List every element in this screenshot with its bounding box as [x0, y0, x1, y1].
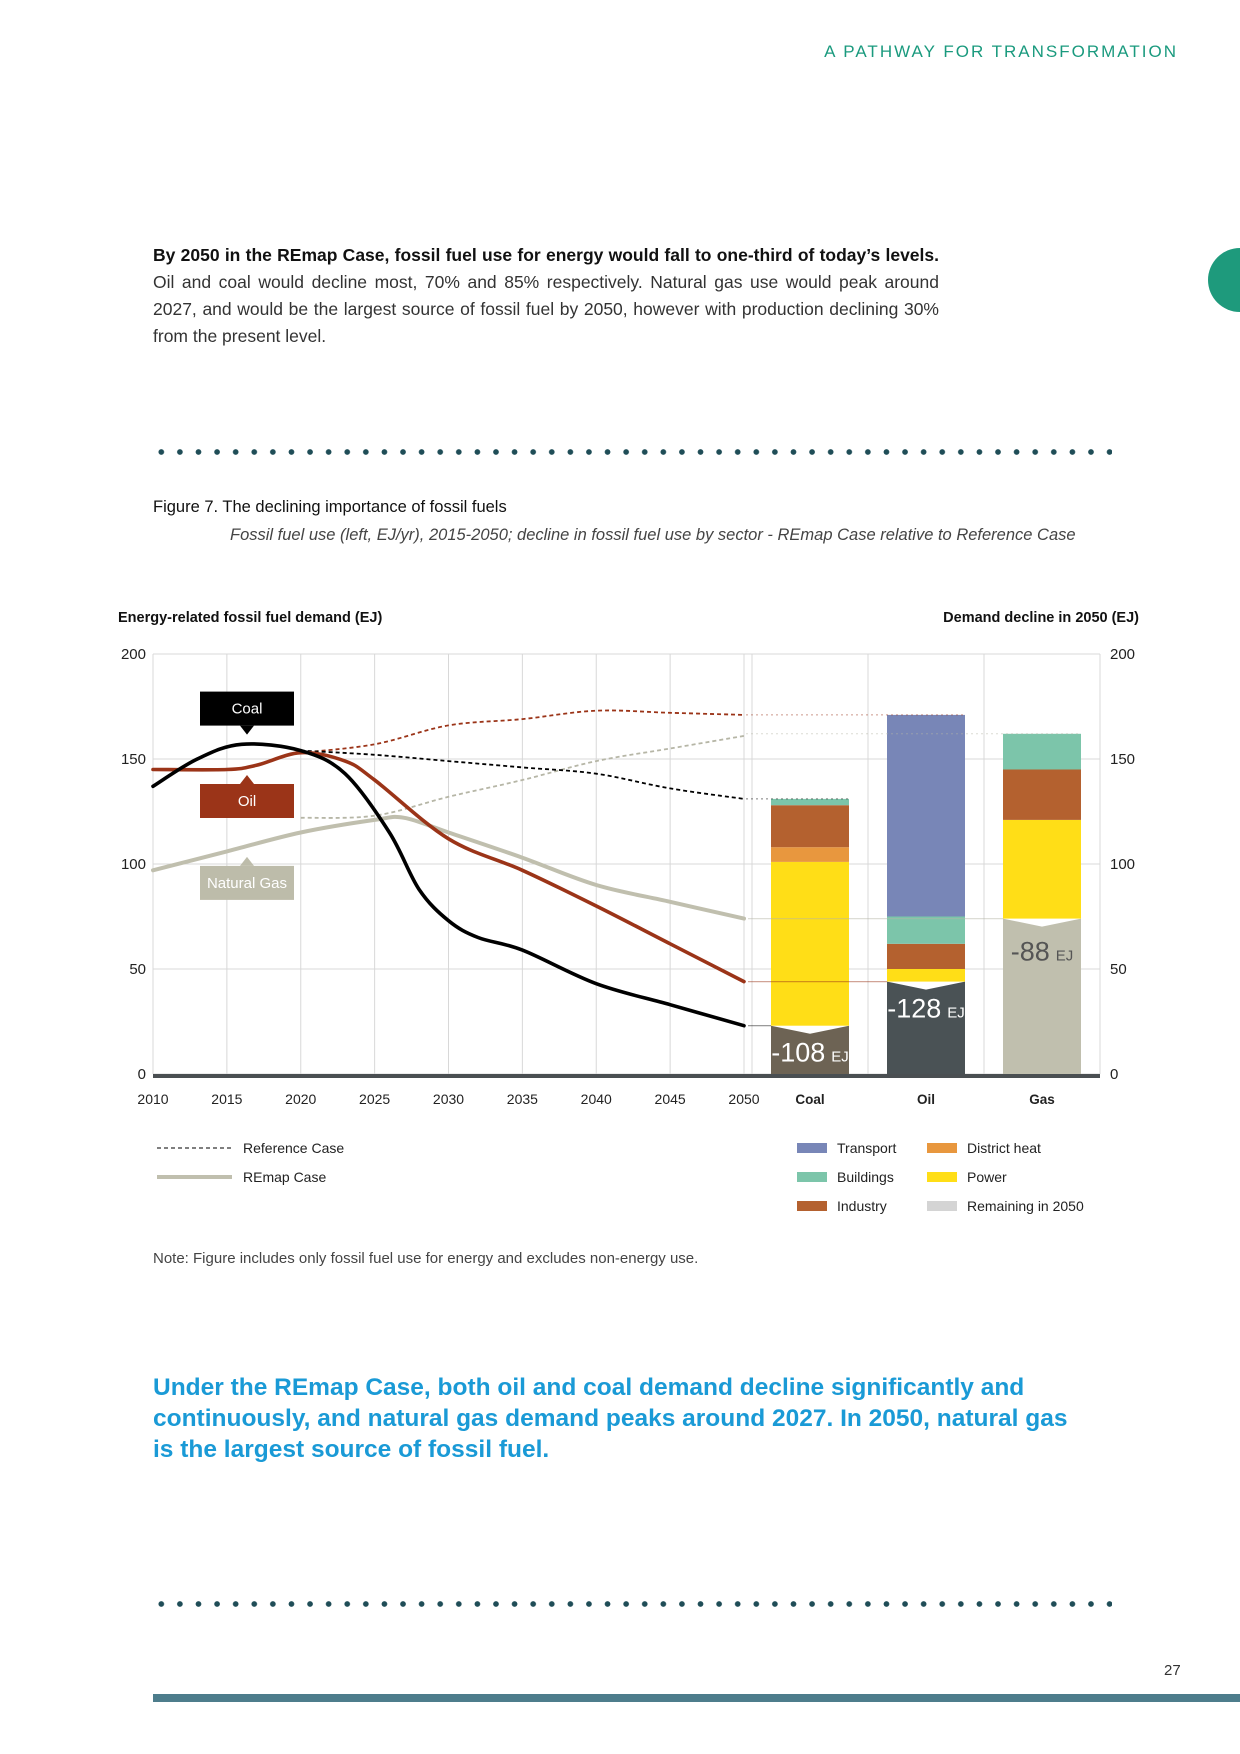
- oil-callout: Oil: [200, 775, 294, 818]
- gas-callout: Natural Gas: [200, 856, 294, 900]
- legend-swatch-buildings: [797, 1172, 827, 1182]
- coal-callout: Coal: [200, 691, 294, 735]
- right-chart-title: Demand decline in 2050 (EJ): [943, 610, 1139, 626]
- decline-unit: EJ: [1056, 948, 1074, 965]
- figure-note: Note: Figure includes only fossil fuel u…: [153, 1250, 699, 1267]
- legend-label-remaining-in-2050: Remaining in 2050: [967, 1198, 1084, 1214]
- gas-callout-pointer: [240, 856, 254, 866]
- legend-swatch-power: [927, 1172, 957, 1182]
- bar-segment-buildings: [771, 798, 849, 806]
- dotted-divider-bottom: [152, 1600, 1112, 1608]
- legend-swatch-remaining-in-2050: [927, 1201, 957, 1211]
- remap-line-coal: [151, 742, 746, 1028]
- reference-line-natural-gas: [300, 735, 745, 819]
- bar-segment-industry: [887, 943, 965, 969]
- gas-callout-box: [200, 865, 294, 900]
- x-tick-label: 2035: [507, 1091, 538, 1107]
- legend-label-reference: Reference Case: [243, 1140, 344, 1156]
- figure-title: Figure 7. The declining importance of fo…: [153, 498, 507, 516]
- bar-stacks: -108 EJ -128 EJ -88 EJ: [771, 714, 1081, 1074]
- bar-segment-industry: [1003, 769, 1081, 820]
- bar-segment-remaining: [771, 1025, 849, 1074]
- dotted-divider-top: [152, 448, 1112, 456]
- key-finding-callout: Under the REmap Case, both oil and coal …: [153, 1374, 1068, 1463]
- bar-segment-buildings: [887, 916, 965, 944]
- x-tick-label: 2045: [655, 1091, 686, 1107]
- legend-label-transport: Transport: [837, 1140, 897, 1156]
- chart-axes: 0 50 100 150 200 0 50 100 150 200 2010 2015 2020 2025…: [121, 646, 1135, 1107]
- bar-category-label: Oil: [917, 1092, 935, 1107]
- x-tick-label: 2010: [137, 1091, 168, 1107]
- oil-callout-label: Oil: [238, 793, 256, 810]
- connector-lines: [746, 714, 1081, 1027]
- footer-bar: [153, 1694, 1240, 1702]
- y-tick-label-right: 50: [1110, 961, 1127, 978]
- bar-segment-power: [1003, 819, 1081, 919]
- x-tick-label: 2025: [359, 1091, 390, 1107]
- legend-swatch-industry: [797, 1201, 827, 1211]
- decline-value: -108: [771, 1038, 825, 1068]
- bar-segment-power: [887, 969, 965, 982]
- oil-callout-box: [200, 784, 294, 818]
- bar-category-label: Gas: [1029, 1092, 1055, 1107]
- decline-label: -108 EJ: [771, 1038, 849, 1068]
- decline-unit: EJ: [831, 1049, 849, 1066]
- page-number: 27: [1164, 1662, 1181, 1679]
- remap-line-oil: [151, 750, 746, 984]
- left-chart-title: Energy-related fossil fuel demand (EJ): [118, 610, 382, 626]
- reference-line-coal: [300, 749, 745, 800]
- y-tick-label-left: 50: [129, 961, 146, 978]
- y-tick-label-right: 200: [1110, 646, 1135, 663]
- legend-label-buildings: Buildings: [837, 1169, 894, 1185]
- legend-swatch-transport: [797, 1143, 827, 1153]
- section-title: A PATHWAY FOR TRANSFORMATION: [824, 42, 1178, 61]
- legend-label-industry: Industry: [837, 1198, 887, 1214]
- gas-callout-label: Natural Gas: [207, 875, 287, 892]
- x-tick-label: 2020: [285, 1091, 316, 1107]
- chart-gridlines: [152, 653, 1101, 1075]
- decline-label: -88 EJ: [1011, 937, 1074, 967]
- decline-label: -128 EJ: [887, 994, 965, 1024]
- bar-segment-industry: [771, 805, 849, 848]
- y-tick-label-right: 0: [1110, 1066, 1118, 1083]
- bar-segment-buildings: [1003, 733, 1081, 770]
- x-tick-label: 2040: [581, 1091, 612, 1107]
- legend-swatch-district-heat: [927, 1143, 957, 1153]
- oil-callout-pointer: [240, 775, 254, 784]
- y-tick-label-left: 150: [121, 751, 146, 768]
- coal-callout-label: Coal: [232, 701, 263, 718]
- y-tick-label-right: 150: [1110, 751, 1135, 768]
- bar-segment-remaining: [887, 981, 965, 1074]
- reference-case-lines: [300, 709, 745, 819]
- y-tick-label-left: 200: [121, 646, 146, 663]
- x-tick-label: 2030: [433, 1091, 464, 1107]
- decline-value: -128: [887, 994, 941, 1024]
- x-tick-label: 2050: [728, 1091, 759, 1107]
- y-tick-label-left: 100: [121, 856, 146, 873]
- y-tick-label-left: 0: [138, 1066, 146, 1083]
- bar-segment-remaining: [1003, 918, 1081, 1074]
- legend-label-district-heat: District heat: [967, 1140, 1041, 1156]
- y-tick-label-right: 100: [1110, 856, 1135, 873]
- coal-callout-pointer: [240, 725, 254, 735]
- coal-callout-box: [200, 691, 294, 726]
- series-callouts: Coal Oil Natural Gas: [200, 691, 294, 900]
- figure-subtitle: Fossil fuel use (left, EJ/yr), 2015-2050…: [230, 526, 1076, 544]
- bar-segment-transport: [887, 714, 965, 917]
- fossil-fuel-chart: Energy-related fossil fuel demand (EJ) D…: [118, 610, 1139, 1214]
- legend-label-remap: REmap Case: [243, 1169, 326, 1185]
- legend-label-power: Power: [967, 1169, 1007, 1185]
- x-tick-label: 2015: [211, 1091, 242, 1107]
- chart-legends: Reference Case REmap Case Transport Distric…: [157, 1140, 1084, 1214]
- intro-body-text: Oil and coal would decline most, 70% and…: [153, 272, 939, 346]
- bar-segment-district-heat: [771, 847, 849, 862]
- remap-case-lines: [151, 742, 746, 1028]
- intro-paragraph: By 2050 in the REmap Case, fossil fuel u…: [153, 242, 939, 350]
- reference-line-oil: [300, 709, 745, 754]
- intro-bold-sentence: By 2050 in the REmap Case, fossil fuel u…: [153, 245, 939, 265]
- decline-value: -88: [1011, 937, 1050, 967]
- bar-segment-power: [771, 861, 849, 1026]
- bar-category-label: Coal: [795, 1092, 824, 1107]
- decline-unit: EJ: [947, 1005, 965, 1022]
